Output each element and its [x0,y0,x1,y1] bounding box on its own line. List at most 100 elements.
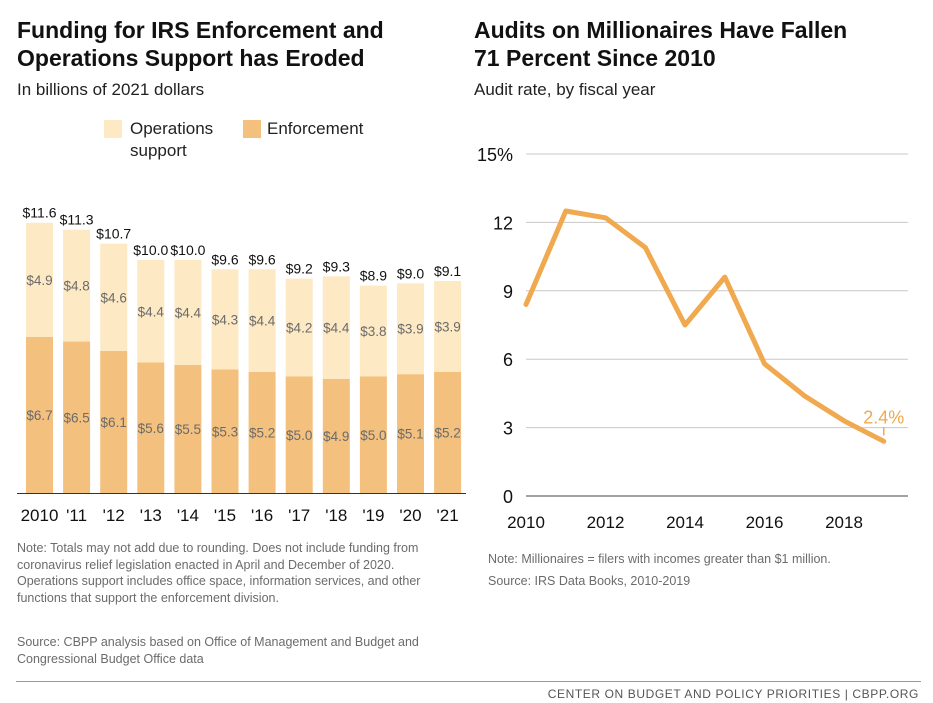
y-tick-label: 0 [503,487,513,507]
enforcement-value-label: $5.2 [434,425,460,440]
operations-value-label: $4.4 [249,314,276,329]
enforcement-bar [137,362,165,493]
enforcement-value-label: $5.3 [212,424,238,439]
x-tick-label: '18 [325,506,347,525]
operations-bar [137,260,165,363]
enforcement-bar [322,378,350,493]
right-note: Note: Millionaires = filers with incomes… [488,552,831,566]
x-tick-label: 2014 [666,513,704,532]
left-source: Source: CBPP analysis based on Office of… [17,635,419,666]
operations-value-label: $3.8 [360,324,386,339]
x-tick-label: '12 [103,506,125,525]
total-value-label: $9.2 [286,261,313,277]
left-chart-subtitle: In billions of 2021 dollars [17,80,205,99]
x-tick-label: '11 [66,506,87,525]
total-value-label: $10.7 [96,226,131,242]
x-tick-label: '19 [362,506,384,525]
enforcement-bar [26,336,53,493]
total-value-label: $9.6 [248,251,275,267]
enforcement-bar [174,364,202,493]
line-chart: 0 3 6 9 12 15% 2010 2012 2014 2016 2018 2.4% [477,145,908,532]
bar-chart: $6.7 $4.9 $11.6 2010 $6.5 $4.8 $11.3 '11 $6.1 $4.… [17,205,466,525]
total-value-label: $9.0 [397,265,424,281]
enforcement-value-label: $5.6 [138,421,164,436]
enforcement-bar [397,374,424,493]
left-title-line2: Operations Support has Eroded [17,45,365,71]
enforcement-bar [359,376,387,493]
x-tick-label: 2012 [587,513,625,532]
x-tick-label: '20 [399,506,421,525]
operations-bar [211,269,239,370]
total-value-label: $9.6 [211,251,238,267]
left-note: Note: Totals may not add due to rounding… [17,541,421,605]
operations-bar [248,269,276,372]
right-chart-subtitle: Audit rate, by fiscal year [474,80,656,99]
footer-credit: CENTER ON BUDGET AND POLICY PRIORITIES |… [547,687,919,701]
operations-bar [26,222,53,337]
enforcement-bar [211,369,239,493]
total-value-label: $10.0 [133,242,168,258]
audit-rate-line [523,208,887,444]
total-value-label: $8.9 [360,268,387,284]
enforcement-value-label: $6.5 [63,410,89,425]
operations-value-label: $4.2 [286,321,312,336]
legend-operations-line1: Operations [130,119,214,138]
legend-operations-line2: support [130,141,187,160]
enforcement-value-label: $5.5 [175,422,201,437]
enforcement-bar [63,341,91,493]
operations-value-label: $4.4 [323,321,350,336]
right-title-line1: Audits on Millionaires Have Fallen [474,17,848,43]
enforcement-value-label: $5.0 [360,428,386,443]
total-value-label: $10.0 [170,242,205,258]
enforcement-bar [100,350,128,493]
operations-bar [359,285,387,377]
y-tick-label: 15% [477,145,513,165]
operations-bar [434,280,462,372]
legend-operations-label: Operations support [130,118,213,162]
y-tick-label: 6 [503,350,513,370]
total-value-label: $11.6 [23,205,57,221]
left-title-line1: Funding for IRS Enforcement and [17,17,384,43]
x-tick-label: '14 [177,506,199,525]
enforcement-value-label: $5.1 [397,427,423,442]
y-tick-label: 12 [493,213,513,233]
right-title-line2: 71 Percent Since 2010 [474,45,716,71]
x-tick-label: '16 [251,506,273,525]
operations-value-label: $4.8 [63,279,89,294]
y-tick-label: 9 [503,282,513,302]
x-tick-label: '21 [437,506,459,525]
right-source: Source: IRS Data Books, 2010-2019 [488,574,691,588]
operations-bar [100,243,128,351]
enforcement-value-label: $6.1 [101,415,127,430]
operations-value-label: $4.3 [212,312,238,327]
left-chart-legend: Operations support Enforcement [104,118,424,170]
x-tick-label: 2016 [746,513,784,532]
legend-enforcement-label: Enforcement [267,119,364,138]
enforcement-value-label: $6.7 [26,408,52,423]
operations-value-label: $4.6 [101,290,127,305]
enforcement-value-label: $5.0 [286,428,312,443]
x-tick-label: '13 [140,506,162,525]
enforcement-bar [248,371,276,493]
operations-value-label: $4.4 [138,304,165,319]
operations-value-label: $4.4 [175,305,202,320]
enforcement-swatch [243,120,261,138]
x-tick-label: 2010 [21,506,59,525]
enforcement-bar [285,376,313,493]
operations-swatch [104,120,122,138]
y-tick-label: 3 [503,419,513,439]
operations-bar [285,278,313,377]
operations-bar [397,283,424,375]
x-tick-label: 2018 [825,513,863,532]
operations-value-label: $3.9 [434,319,460,334]
right-chart-title: Audits on Millionaires Have Fallen 71 Pe… [474,16,847,72]
end-value-annotation: 2.4% [863,407,904,427]
enforcement-value-label: $5.2 [249,425,275,440]
total-value-label: $9.1 [434,263,461,279]
footer-divider [16,681,921,682]
total-value-label: $11.3 [60,212,94,228]
x-tick-label: '15 [214,506,236,525]
enforcement-value-label: $4.9 [323,429,349,444]
operations-value-label: $3.9 [397,322,423,337]
x-tick-label: 2010 [507,513,545,532]
